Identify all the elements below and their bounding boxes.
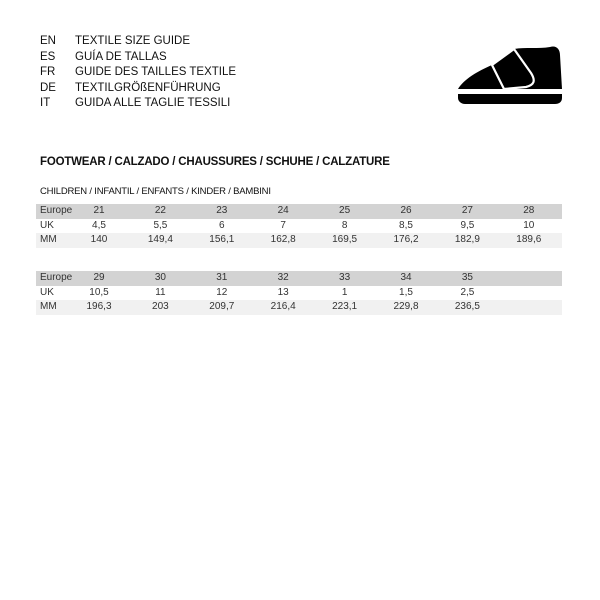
table-cell: 35 <box>461 272 473 283</box>
language-title: GUIDA ALLE TAGLIE TESSILI <box>75 97 231 109</box>
language-code: DE <box>40 81 56 94</box>
size-table-1: Europe 21 22 23 24 25 26 27 28 UK 4,5 5,5 6 7 8 8,5 9,5 1… <box>36 204 562 248</box>
table-cell: 196,3 <box>86 301 112 312</box>
table-cell: 2,5 <box>460 286 475 298</box>
shoe-icon <box>458 46 562 104</box>
table-cell: 5,5 <box>153 219 168 231</box>
table-cell: 29 <box>93 272 105 283</box>
table-cell: 12 <box>216 286 228 298</box>
size-table-2: Europe 29 30 31 32 33 34 35 UK 10,5 11 12 13 1 1,5 2,5 M… <box>36 271 562 315</box>
table-cell: 23 <box>216 205 228 216</box>
language-line: DE TEXTILGRÖßENFÜHRUNG <box>40 81 236 97</box>
language-line: EN TEXTILE SIZE GUIDE <box>40 34 236 50</box>
table-row: Europe 29 30 31 32 33 34 35 <box>36 271 562 286</box>
table-cell: 169,5 <box>332 234 358 245</box>
table-cell: 236,5 <box>454 301 480 312</box>
table-cell: 22 <box>154 205 166 216</box>
table-cell: 1,5 <box>399 286 413 298</box>
table-cell: 8 <box>341 219 348 231</box>
section-title: FOOTWEAR / CALZADO / CHAUSSURES / SCHUHE… <box>40 156 390 168</box>
table-cell: 209,7 <box>209 301 235 312</box>
language-code: FR <box>40 66 56 78</box>
table-row: MM 196,3 203 209,7 216,4 223,1 229,8 236,5 <box>36 300 562 315</box>
table-cell: 32 <box>277 272 289 283</box>
language-titles: EN TEXTILE SIZE GUIDE ES GUÍA DE TALLAS FR GU… <box>40 34 236 112</box>
table-cell: 229,8 <box>393 301 419 312</box>
row-label: Europe <box>40 205 73 216</box>
table-cell: 10 <box>523 219 535 231</box>
table-cell: 6 <box>219 219 225 231</box>
table-cell: 10,5 <box>89 286 109 298</box>
language-line: IT GUIDA ALLE TAGLIE TESSILI <box>40 96 236 112</box>
table-cell: 182,9 <box>454 234 480 245</box>
language-line: FR GUIDE DES TAILLES TEXTILE <box>40 65 236 81</box>
subsection-title: CHILDREN / INFANTIL / ENFANTS / KINDER /… <box>40 186 271 197</box>
table-cell: 156,1 <box>209 234 235 245</box>
language-line: ES GUÍA DE TALLAS <box>40 50 236 66</box>
table-cell: 176,2 <box>393 234 419 245</box>
table-cell: 24 <box>277 205 289 216</box>
table-cell: 203 <box>152 301 169 312</box>
table-cell: 30 <box>154 272 166 283</box>
table-cell: 8,5 <box>399 219 413 231</box>
table-cell: 216,4 <box>270 301 296 312</box>
language-code: IT <box>40 97 51 109</box>
table-cell: 189,6 <box>516 234 542 245</box>
table-cell: 28 <box>523 205 535 216</box>
table-cell: 140 <box>90 234 108 245</box>
table-cell: 1 <box>341 286 348 298</box>
table-cell: 13 <box>277 286 289 298</box>
table-cell: 26 <box>400 205 412 216</box>
language-title: GUÍA DE TALLAS <box>75 50 167 63</box>
row-label: MM <box>40 301 57 312</box>
table-cell: 21 <box>93 205 105 216</box>
table-cell: 25 <box>339 205 351 216</box>
table-cell: 149,4 <box>147 234 173 245</box>
table-cell: 223,1 <box>332 301 358 312</box>
language-code: ES <box>40 50 56 63</box>
language-code: EN <box>40 35 56 47</box>
row-label: UK <box>40 219 54 231</box>
row-label: MM <box>40 234 57 245</box>
row-label: Europe <box>40 272 73 283</box>
table-cell: 11 <box>155 286 166 298</box>
table-row: UK 4,5 5,5 6 7 8 8,5 9,5 10 <box>36 218 562 233</box>
table-row: MM 140 149,4 156,1 162,8 169,5 176,2 182,9 189,6 <box>36 233 562 248</box>
table-cell: 31 <box>216 272 228 283</box>
table-row: UK 10,5 11 12 13 1 1,5 2,5 <box>36 285 562 300</box>
table-row: Europe 21 22 23 24 25 26 27 28 <box>36 204 562 219</box>
table-cell: 9,5 <box>460 219 475 231</box>
table-cell: 27 <box>461 205 473 216</box>
row-label: UK <box>40 286 54 298</box>
table-cell: 33 <box>339 272 351 283</box>
language-title: TEXTILE SIZE GUIDE <box>75 35 191 47</box>
table-cell: 34 <box>400 272 412 283</box>
table-cell: 4,5 <box>92 219 106 231</box>
table-cell: 7 <box>280 219 286 231</box>
language-title: GUIDE DES TAILLES TEXTILE <box>75 66 237 78</box>
language-title: TEXTILGRÖßENFÜHRUNG <box>75 81 221 94</box>
table-cell: 162,8 <box>270 234 296 245</box>
